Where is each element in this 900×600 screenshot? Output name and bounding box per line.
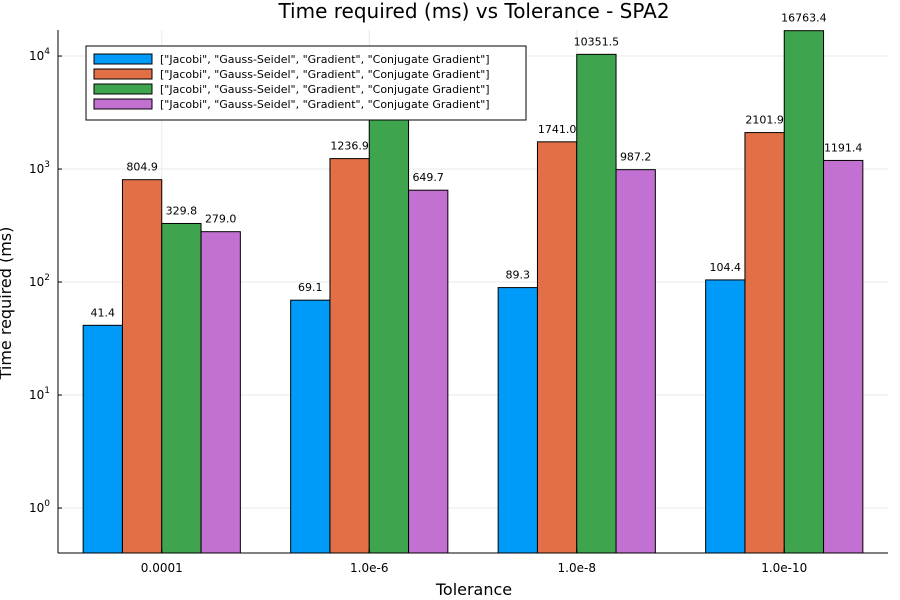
bar bbox=[290, 299, 331, 554]
data-label: 16763.4 bbox=[781, 12, 827, 25]
data-label: 1741.0 bbox=[538, 123, 577, 136]
data-label: 10351.5 bbox=[574, 35, 620, 48]
data-label: 41.4 bbox=[91, 306, 116, 319]
axes bbox=[57, 30, 888, 554]
y-tick-label: 100 bbox=[29, 499, 50, 515]
y-tick-label: 103 bbox=[29, 160, 50, 176]
x-tick-label: 0.0001 bbox=[141, 561, 183, 575]
data-label: 1236.9 bbox=[330, 140, 369, 153]
legend-swatch bbox=[93, 83, 153, 95]
legend-swatch bbox=[93, 68, 153, 80]
data-label: 279.0 bbox=[205, 213, 237, 226]
data-label: 104.4 bbox=[710, 261, 742, 274]
bar bbox=[497, 287, 538, 554]
data-label: 649.7 bbox=[412, 171, 444, 184]
data-label: 1191.4 bbox=[824, 141, 863, 154]
bar bbox=[408, 189, 449, 554]
legend-label: ["Jacobi", "Gauss-Seidel", "Gradient", "… bbox=[160, 83, 490, 96]
legend-label: ["Jacobi", "Gauss-Seidel", "Gradient", "… bbox=[160, 68, 490, 81]
legend-swatch bbox=[93, 53, 153, 65]
bar bbox=[200, 231, 241, 554]
bar bbox=[576, 53, 617, 554]
legend: ["Jacobi", "Gauss-Seidel", "Gradient", "… bbox=[85, 45, 527, 121]
bar bbox=[121, 179, 163, 554]
bar bbox=[823, 159, 864, 554]
legend-swatch bbox=[93, 98, 153, 110]
bar bbox=[161, 222, 202, 554]
bar bbox=[536, 141, 578, 554]
data-labels: 41.4 69.1 89.3 104.4 804.9 1236.9 1741.0 2101.9… bbox=[91, 12, 863, 320]
legend-label: ["Jacobi", "Gauss-Seidel", "Gradient", "… bbox=[160, 98, 490, 111]
legend-label: ["Jacobi", "Gauss-Seidel", "Gradient", "… bbox=[160, 53, 490, 66]
bar bbox=[329, 158, 370, 554]
x-tick-label: 1.0e-10 bbox=[761, 561, 807, 575]
bar bbox=[744, 132, 785, 554]
data-label: 89.3 bbox=[506, 269, 531, 282]
y-tick-label: 104 bbox=[29, 47, 50, 63]
x-tick-label: 1.0e-6 bbox=[350, 561, 388, 575]
chart-title: Time required (ms) vs Tolerance - SPA2 bbox=[277, 0, 669, 23]
data-label: 804.9 bbox=[126, 161, 158, 174]
tick-labels: 100 101 102 103 104 0.0001 1.0e-6 1.0e-8 1.0e-10 bbox=[29, 47, 807, 575]
data-label: 987.2 bbox=[620, 151, 652, 164]
bar bbox=[82, 324, 123, 554]
data-label: 329.8 bbox=[166, 204, 198, 217]
y-tick-label: 101 bbox=[29, 386, 50, 402]
bar bbox=[368, 96, 410, 554]
x-tick-label: 1.0e-8 bbox=[558, 561, 596, 575]
bar bbox=[705, 279, 746, 554]
y-tick-label: 102 bbox=[29, 273, 50, 289]
data-label: 2101.9 bbox=[745, 114, 784, 127]
data-label: 69.1 bbox=[298, 281, 323, 294]
bars bbox=[82, 30, 864, 554]
bar bbox=[783, 30, 825, 554]
y-axis-label: Time required (ms) bbox=[0, 227, 15, 381]
x-axis-label: Tolerance bbox=[435, 580, 512, 599]
legend-box bbox=[85, 45, 527, 121]
bar bbox=[615, 169, 656, 554]
